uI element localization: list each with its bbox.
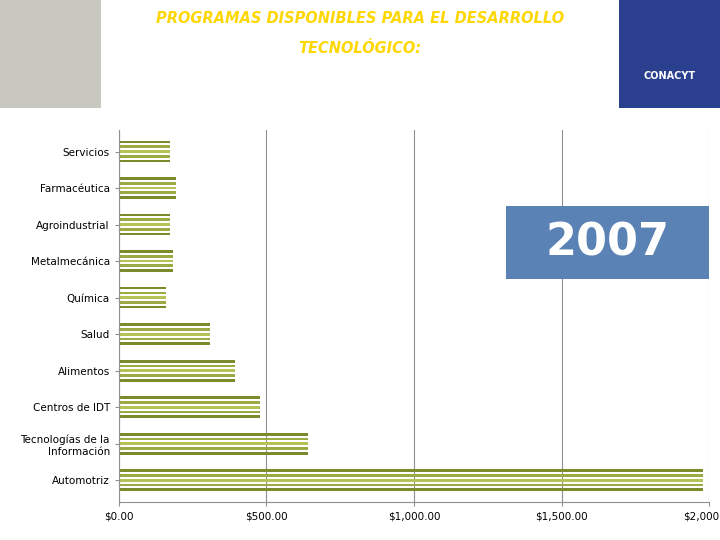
Bar xyxy=(119,233,171,235)
Text: Distribución de Estímulos Fiscales por Sector: Distribución de Estímulos Fiscales por S… xyxy=(211,76,509,89)
Bar xyxy=(119,292,166,294)
Bar xyxy=(119,140,171,144)
Bar xyxy=(119,196,176,199)
Bar xyxy=(119,265,174,267)
Bar xyxy=(119,328,210,331)
Bar xyxy=(119,374,235,377)
Bar xyxy=(119,219,171,221)
Bar xyxy=(119,301,166,303)
Bar xyxy=(119,433,307,436)
Bar xyxy=(119,269,174,272)
Bar xyxy=(119,155,171,158)
Text: PROGRAMAS DISPONIBLES PARA EL DESARROLLO: PROGRAMAS DISPONIBLES PARA EL DESARROLLO xyxy=(156,11,564,26)
Bar xyxy=(119,228,171,231)
Bar xyxy=(119,469,703,472)
Bar xyxy=(0,0,101,108)
Bar xyxy=(119,223,171,226)
Bar xyxy=(119,214,171,217)
Text: TECNOLÓGICO:: TECNOLÓGICO: xyxy=(298,41,422,56)
Bar xyxy=(119,187,176,190)
Bar xyxy=(119,333,210,335)
Bar xyxy=(119,484,703,487)
Bar xyxy=(119,160,171,163)
Bar xyxy=(119,479,703,482)
Bar xyxy=(119,369,235,372)
Bar xyxy=(119,306,166,308)
Bar xyxy=(119,442,307,445)
Bar xyxy=(119,296,166,299)
Bar xyxy=(119,192,176,194)
Bar xyxy=(119,406,261,409)
Bar xyxy=(119,360,235,362)
Bar xyxy=(119,364,235,367)
Bar xyxy=(119,338,210,340)
Bar xyxy=(119,447,307,450)
Bar xyxy=(119,177,176,180)
Bar xyxy=(119,145,171,148)
Bar xyxy=(119,401,261,404)
Bar xyxy=(119,150,171,153)
Bar xyxy=(119,250,174,253)
Bar xyxy=(505,206,709,279)
Bar xyxy=(619,0,720,108)
Bar xyxy=(119,396,261,399)
Bar xyxy=(119,255,174,258)
Bar xyxy=(119,287,166,289)
Bar xyxy=(119,415,261,418)
Bar xyxy=(119,379,235,382)
Bar xyxy=(119,182,176,185)
Bar xyxy=(119,452,307,455)
Bar xyxy=(119,323,210,326)
Bar xyxy=(119,437,307,440)
Text: CONACYT: CONACYT xyxy=(644,71,696,81)
Bar xyxy=(119,410,261,413)
Bar xyxy=(119,342,210,345)
Bar xyxy=(119,488,703,491)
Bar xyxy=(119,260,174,262)
Text: 2007: 2007 xyxy=(545,221,670,265)
Bar xyxy=(119,474,703,477)
